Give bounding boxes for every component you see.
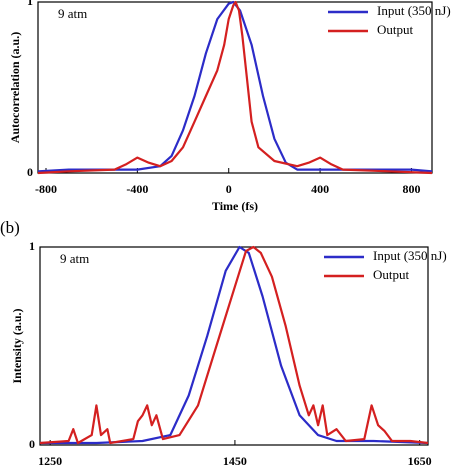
x-axis-label: Time (fs) (212, 199, 258, 213)
plot-frame (39, 246, 429, 446)
legend-label: Output (377, 22, 414, 37)
legend-label: Input (350 nJ) (377, 3, 451, 18)
x-tick-label: -800 (35, 182, 57, 196)
x-tick-label: 1450 (223, 454, 247, 468)
panel-label: (b) (0, 218, 20, 237)
x-tick-label: 800 (402, 182, 420, 196)
y-tick-label: 0 (27, 165, 33, 179)
x-tick-label: -400 (126, 182, 148, 196)
x-tick-label: 400 (311, 182, 329, 196)
data-line (37, 0, 433, 173)
legend-label: Input (350 nJ) (373, 248, 447, 263)
legend-label: Output (373, 267, 410, 282)
annotation: 9 atm (60, 251, 89, 266)
data-line (39, 245, 429, 445)
data-line (40, 245, 429, 445)
annotation: 9 atm (58, 6, 87, 21)
plot-frame (37, 1, 433, 174)
x-tick-label: 1650 (408, 454, 432, 468)
y-axis-label: Autocorrelation (a.u.) (8, 32, 22, 143)
y-tick-label: 1 (29, 239, 35, 253)
y-tick-label: 1 (27, 0, 33, 8)
y-tick-label: 0 (29, 437, 35, 451)
x-tick-label: 0 (226, 182, 232, 196)
x-tick-label: 1250 (38, 454, 62, 468)
data-line (37, 0, 433, 175)
y-axis-label: Intensity (a.u.) (10, 308, 24, 383)
